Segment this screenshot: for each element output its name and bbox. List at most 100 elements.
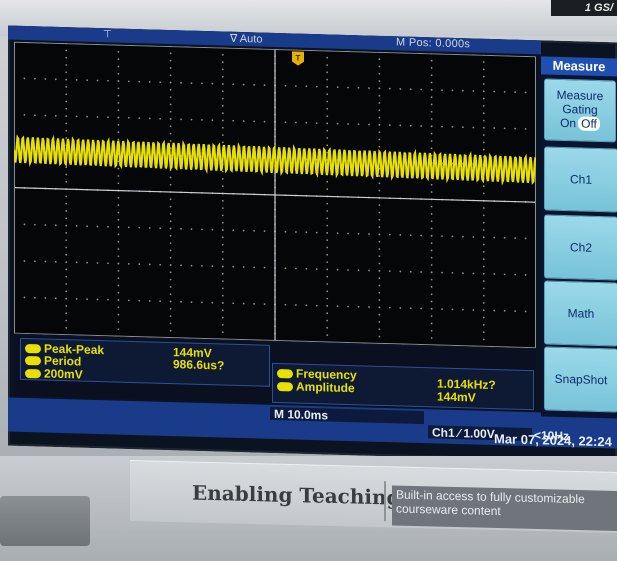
grid-dot xyxy=(107,79,109,82)
measure-gating-button[interactable]: Measure Gating On Off xyxy=(544,78,616,143)
grid-dot xyxy=(190,264,193,267)
grid-dot xyxy=(378,284,381,287)
grid-dot xyxy=(117,65,120,68)
ch1-button[interactable]: Ch1 xyxy=(544,146,617,213)
grid-dot xyxy=(326,107,329,110)
grid-dot xyxy=(378,262,381,265)
grid-dot xyxy=(326,224,329,227)
math-button[interactable]: Math xyxy=(544,280,617,347)
grid-dot xyxy=(472,272,475,275)
snapshot-button[interactable]: SnapShot xyxy=(544,346,617,413)
grid-dot xyxy=(117,138,120,141)
grid-dot xyxy=(503,90,506,93)
ch1-waveform-trace xyxy=(14,134,536,186)
grid-dot xyxy=(117,131,120,134)
grid-dot xyxy=(326,275,329,278)
grid-dot xyxy=(357,269,360,272)
grid-dot xyxy=(221,199,224,202)
grid-dot xyxy=(75,115,78,118)
grid-dot xyxy=(65,173,68,176)
grid-dot xyxy=(326,78,329,81)
grid-dot xyxy=(33,260,36,263)
grid-dot xyxy=(305,231,308,234)
grid-dot xyxy=(117,109,120,112)
grid-dot xyxy=(409,124,412,127)
grid-dot xyxy=(357,232,360,235)
grid-dot xyxy=(263,266,266,269)
grid-dot xyxy=(242,266,245,268)
grid-dot xyxy=(211,82,214,85)
ch2-button[interactable]: Ch2 xyxy=(544,214,617,281)
grid-dot xyxy=(33,223,36,226)
grid-dot xyxy=(169,315,172,318)
grid-dot xyxy=(54,78,57,81)
grid-dot xyxy=(524,128,527,130)
grid-dot xyxy=(482,97,485,100)
grid-dot xyxy=(315,304,318,307)
grid-dot xyxy=(378,240,381,243)
grid-dot xyxy=(180,118,182,121)
grid-dot xyxy=(503,127,506,130)
grid-dot xyxy=(221,309,224,312)
grid-dot xyxy=(263,303,266,306)
grid-dot xyxy=(117,277,120,280)
grid-dot xyxy=(221,141,224,144)
grid-dot xyxy=(201,265,203,267)
grid-dot xyxy=(169,88,172,91)
gating-off-option[interactable]: Off xyxy=(578,116,600,132)
measurement-name: Amplitude xyxy=(296,379,355,396)
grid-dot xyxy=(117,262,120,265)
grid-dot xyxy=(117,175,120,177)
grid-dot xyxy=(169,300,172,303)
grid-dot xyxy=(221,272,224,275)
gating-on-option[interactable]: On xyxy=(560,115,577,131)
grid-dot xyxy=(524,91,527,94)
grid-dot xyxy=(336,268,339,271)
grid-dot xyxy=(430,337,433,339)
grid-dot xyxy=(86,225,88,228)
grid-dot xyxy=(378,269,381,272)
grid-dot xyxy=(180,81,182,84)
grid-dot xyxy=(347,305,349,308)
grid-dot xyxy=(378,277,381,280)
grid-dot xyxy=(23,223,26,226)
grid-dot xyxy=(399,124,402,127)
grid-dot xyxy=(159,263,162,266)
grid-dot xyxy=(305,85,308,88)
menu-title: Measure xyxy=(541,56,617,77)
grid-dot xyxy=(221,243,224,246)
grid-dot xyxy=(96,262,99,264)
brand-name: Enabling Teaching xyxy=(192,480,401,510)
grid-dot xyxy=(221,280,224,282)
grid-dot xyxy=(54,114,57,117)
grid-dot xyxy=(326,305,329,307)
grid-dot xyxy=(127,226,130,229)
grid-dot xyxy=(430,329,433,332)
grid-dot xyxy=(169,59,172,62)
grid-dot xyxy=(117,211,120,214)
grid-dot xyxy=(430,191,433,193)
grid-dot xyxy=(148,300,151,302)
grid-dot xyxy=(482,272,485,275)
grid-dot xyxy=(190,301,193,304)
grid-dot xyxy=(326,210,329,212)
measurement-value: 986.6us? xyxy=(173,357,225,373)
grid-dot xyxy=(420,234,423,237)
grid-dot xyxy=(378,94,381,97)
grid-dot xyxy=(315,85,318,88)
grid-dot xyxy=(148,263,151,266)
grid-dot xyxy=(326,246,329,249)
grid-dot xyxy=(482,250,485,253)
grid-dot xyxy=(232,265,235,268)
grid-dot xyxy=(430,213,433,215)
grid-dot xyxy=(482,229,485,231)
grid-dot xyxy=(482,309,485,312)
grid-dot xyxy=(169,140,172,142)
grid-dot xyxy=(368,269,370,272)
grid-dot xyxy=(326,268,329,271)
grid-dot xyxy=(430,96,433,99)
grid-dot xyxy=(65,239,68,242)
grid-dot xyxy=(430,256,433,259)
grid-dot xyxy=(169,67,172,69)
grid-dot xyxy=(221,294,224,297)
